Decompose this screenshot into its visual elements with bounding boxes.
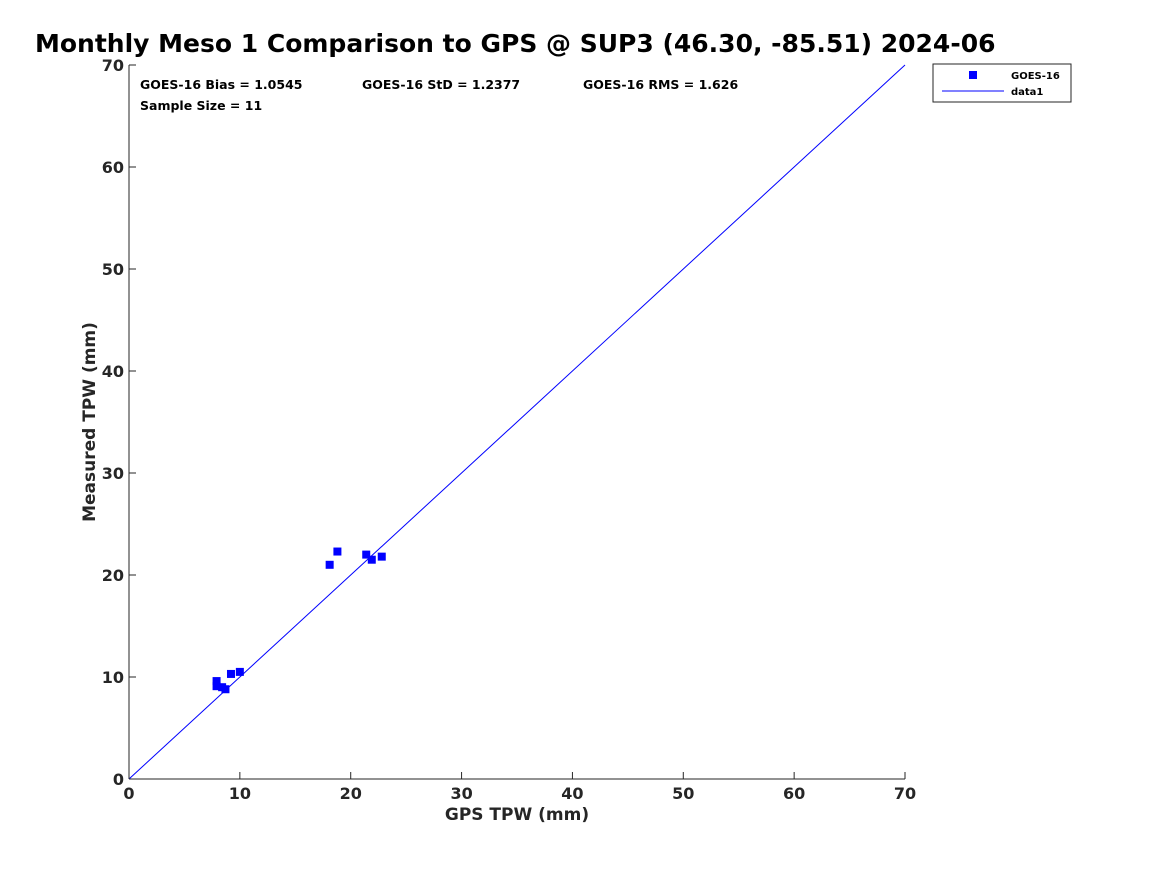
data-point (226, 669, 235, 678)
sample-size-annotation: Sample Size = 11 (140, 98, 262, 113)
data-point (212, 682, 221, 691)
y-tick-label: 20 (102, 566, 124, 585)
axes-layer: 0 10 20 30 40 50 60 70 0 10 20 30 40 50 60 70 (102, 56, 916, 803)
y-tick-label: 30 (102, 464, 124, 483)
y-tick-label: 60 (102, 158, 124, 177)
x-tick-label: 60 (783, 784, 805, 803)
data-point (235, 667, 244, 676)
legend-label-data1: data1 (1011, 87, 1043, 98)
data-point (362, 550, 371, 559)
y-tick-label: 40 (102, 362, 124, 381)
y-tick-label: 70 (102, 56, 124, 75)
x-tick-label: 10 (229, 784, 251, 803)
legend: GOES-16 data1 (932, 63, 1072, 103)
data-point (221, 685, 230, 694)
x-tick-label: 40 (561, 784, 583, 803)
rms-annotation: GOES-16 RMS = 1.626 (583, 77, 738, 92)
chart-title: Monthly Meso 1 Comparison to GPS @ SUP3 … (35, 29, 996, 58)
data-point (325, 560, 334, 569)
plot-area: 0 10 20 30 40 50 60 70 0 10 20 30 40 50 60 70 (102, 56, 916, 803)
std-annotation: GOES-16 StD = 1.2377 (362, 77, 520, 92)
y-axis-label: Measured TPW (mm) (80, 322, 100, 522)
x-tick-label: 50 (672, 784, 694, 803)
bias-annotation: GOES-16 Bias = 1.0545 (140, 77, 302, 92)
data-point (212, 677, 221, 686)
y-tick-label: 0 (113, 770, 124, 789)
legend-label-goes16: GOES-16 (1011, 71, 1060, 82)
legend-marker-goes16 (969, 71, 977, 79)
y-tick-label: 50 (102, 260, 124, 279)
data-point (333, 547, 342, 556)
data-point (367, 555, 376, 564)
x-axis-label: GPS TPW (mm) (445, 805, 589, 825)
x-tick-label: 30 (450, 784, 472, 803)
data-layer (128, 64, 906, 780)
x-tick-label: 70 (894, 784, 916, 803)
x-tick-label: 0 (123, 784, 134, 803)
y-tick-label: 10 (102, 668, 124, 687)
series-line-data1 (128, 64, 906, 780)
data-point (377, 552, 386, 561)
legend-box (932, 63, 1072, 103)
x-tick-label: 20 (340, 784, 362, 803)
